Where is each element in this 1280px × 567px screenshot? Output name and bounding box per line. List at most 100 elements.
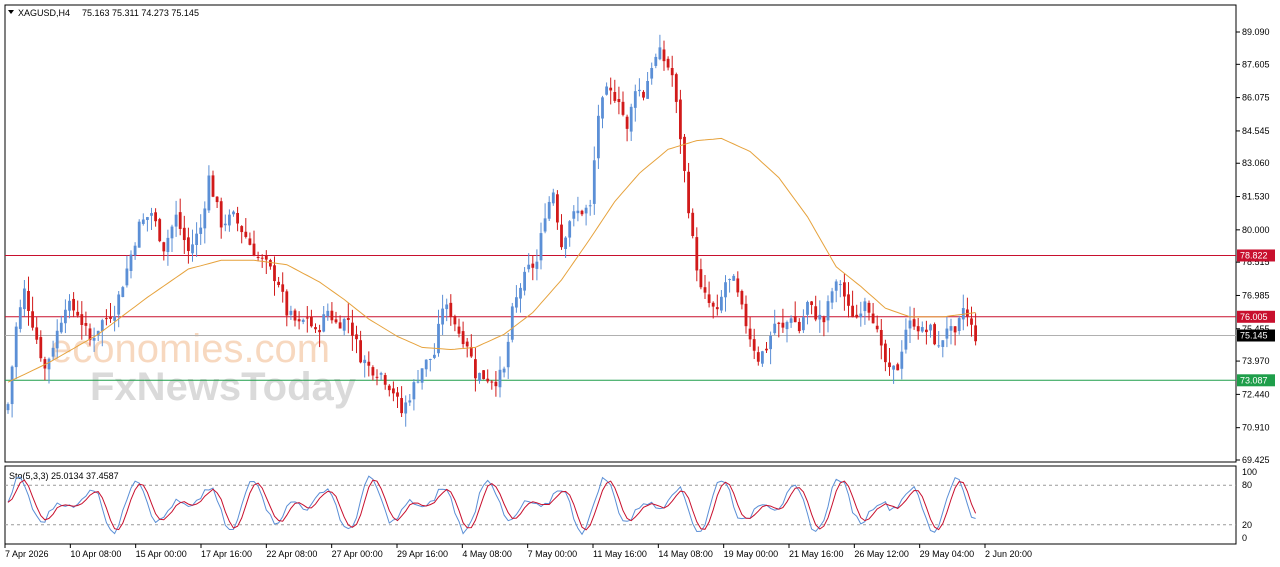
candle-body <box>609 87 613 91</box>
time-tick-label: 15 Apr 00:00 <box>136 549 187 559</box>
candle-body <box>445 304 449 310</box>
candle-body <box>437 323 440 354</box>
candle-body <box>297 319 301 322</box>
candle-body <box>449 302 453 317</box>
candle-body <box>642 91 645 98</box>
candle-body <box>863 301 867 312</box>
candle-body <box>408 400 412 403</box>
candle-body <box>351 322 354 336</box>
candle-body <box>568 221 572 238</box>
candle-body <box>76 311 80 316</box>
candle-body <box>260 257 264 259</box>
candle-body <box>51 347 55 357</box>
candle-body <box>736 278 740 293</box>
candle-body <box>285 291 289 316</box>
time-tick-label: 21 May 16:00 <box>789 549 844 559</box>
candle-body <box>871 313 875 324</box>
candle-body <box>773 323 777 334</box>
candle-body <box>269 260 272 267</box>
time-tick-label: 29 May 04:00 <box>920 549 975 559</box>
level-tag-bg <box>1237 310 1275 323</box>
candle-body <box>387 385 391 391</box>
candle-body <box>920 327 924 332</box>
candle-body <box>793 316 797 323</box>
candle-body <box>219 201 223 228</box>
candle-body <box>900 351 904 369</box>
candle-body <box>457 326 461 334</box>
candle-body <box>207 175 211 211</box>
candle-body <box>125 268 129 286</box>
candle-body <box>912 319 916 327</box>
candle-body <box>281 284 285 292</box>
symbol-dropdown-icon[interactable] <box>8 10 14 14</box>
candle-body <box>379 373 383 375</box>
candle-body <box>461 331 465 345</box>
candle-body <box>695 237 699 271</box>
candle-body <box>469 346 473 357</box>
stoch-tick-label: 80 <box>1242 480 1252 490</box>
candle-body <box>314 327 317 330</box>
candle-body <box>273 265 276 282</box>
candle-body <box>925 329 928 333</box>
candle-body <box>310 316 313 327</box>
candle-body <box>830 291 834 303</box>
candle-body <box>904 329 908 350</box>
candle-body <box>174 214 178 227</box>
candle-body <box>867 302 871 313</box>
candle-body <box>539 233 543 261</box>
candle-body <box>617 99 621 103</box>
candle-body <box>150 213 153 216</box>
candle-body <box>248 238 252 245</box>
candle-body <box>896 364 900 371</box>
candle-body <box>605 86 608 95</box>
candle-body <box>322 314 326 332</box>
candle-body <box>43 359 47 369</box>
candle-body <box>638 89 641 92</box>
candle-body <box>355 334 358 340</box>
candle-body <box>256 256 260 258</box>
candle-body <box>670 67 674 76</box>
candle-body <box>715 307 719 310</box>
candle-body <box>141 219 145 224</box>
candle-body <box>88 328 92 341</box>
candle-body <box>55 330 59 349</box>
candle-body <box>72 298 75 311</box>
candle-body <box>96 330 100 336</box>
candle-body <box>646 80 649 99</box>
candle-body <box>707 294 711 303</box>
level-price-tag: 73.087 <box>1237 374 1275 387</box>
candle-body <box>843 282 846 297</box>
candle-body <box>252 243 256 256</box>
watermark-fxnewstoday: FxNewsToday <box>90 365 357 409</box>
candle-body <box>433 354 436 358</box>
current-price-tag-label: 75.145 <box>1240 331 1268 341</box>
time-tick-label: 26 May 12:00 <box>854 549 909 559</box>
candle-body <box>424 359 428 370</box>
candle-body <box>35 327 39 340</box>
candle-body <box>486 378 490 382</box>
candle-body <box>572 211 576 219</box>
candle-body <box>117 294 121 315</box>
candle-body <box>441 308 444 325</box>
candle-body <box>342 318 346 331</box>
candle-body <box>396 392 399 397</box>
candle-body <box>113 316 116 321</box>
candle-body <box>847 294 850 306</box>
stoch-main-line <box>7 475 976 536</box>
ma-line <box>7 137 976 383</box>
candle-body <box>133 245 137 256</box>
candle-body <box>6 404 10 411</box>
candle-body <box>420 368 424 383</box>
candle-body <box>236 212 239 224</box>
candle-body <box>834 281 838 291</box>
candle-body <box>728 279 731 281</box>
price-tick-label: 72.440 <box>1242 389 1270 399</box>
candle-body <box>478 372 481 381</box>
candle-body <box>515 297 518 308</box>
candle-body <box>580 210 584 215</box>
candle-body <box>838 284 842 286</box>
candle-body <box>277 281 280 285</box>
candle-body <box>584 207 588 214</box>
price-tick-label: 78.515 <box>1242 257 1270 267</box>
candle-body <box>453 316 457 325</box>
